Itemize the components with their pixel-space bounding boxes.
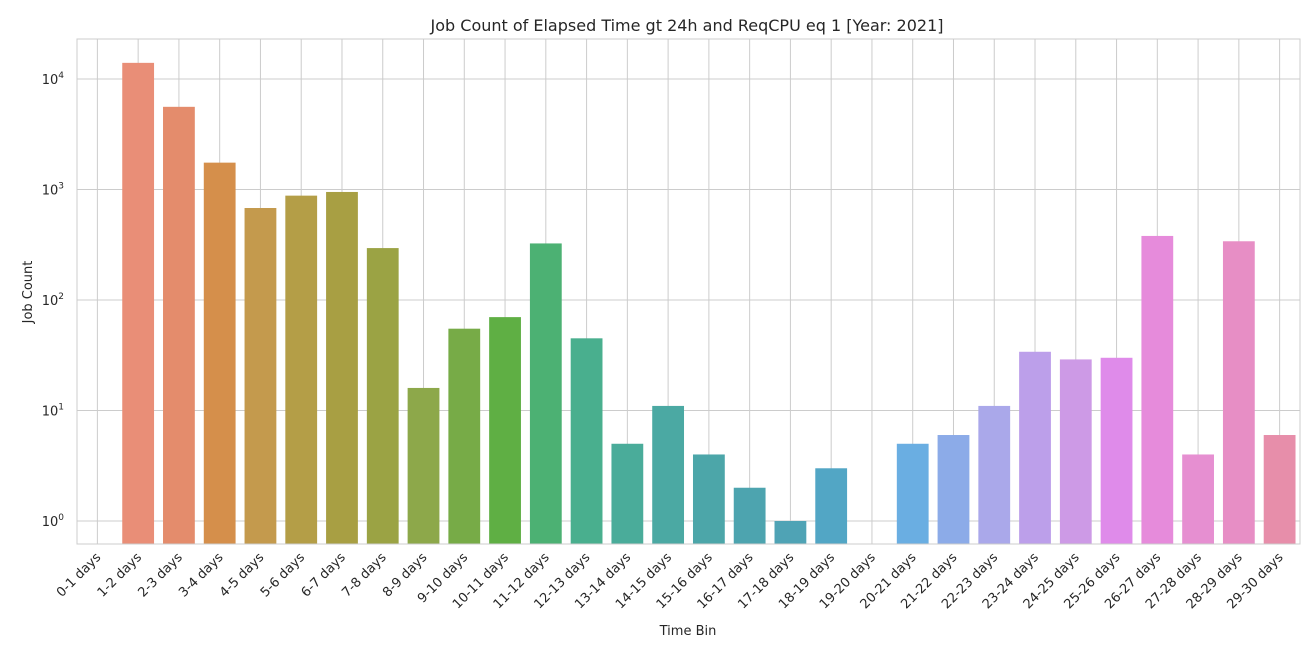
- chart-title: Job Count of Elapsed Time gt 24h and Req…: [430, 16, 944, 35]
- bar: [1100, 357, 1133, 544]
- y-tick-label: 102: [42, 292, 64, 309]
- bar: [1263, 435, 1296, 544]
- bar: [1141, 235, 1174, 545]
- bar: [896, 443, 929, 544]
- y-tick-label: 103: [42, 182, 64, 199]
- bar: [652, 405, 685, 544]
- bar: [774, 521, 807, 544]
- bar: [570, 338, 603, 544]
- bar: [733, 487, 766, 544]
- y-tick-labels: 100 101 102 103 104: [42, 71, 65, 530]
- bar: [448, 328, 481, 544]
- bar: [937, 435, 970, 544]
- bar: [815, 468, 848, 544]
- x-axis-label: Time Bin: [659, 624, 717, 639]
- y-tick-label: 101: [42, 403, 64, 420]
- bar: [1222, 241, 1255, 544]
- bar: [529, 243, 562, 544]
- bar: [366, 248, 399, 545]
- bar: [163, 106, 195, 544]
- bar: [1019, 351, 1051, 544]
- plot-frame: [76, 38, 1301, 545]
- bar: [611, 443, 644, 544]
- bar: [489, 317, 521, 544]
- bar: [1059, 359, 1092, 544]
- bar: [692, 454, 725, 544]
- y-tick-label: 100: [42, 513, 65, 530]
- bar: [203, 162, 236, 545]
- bar: [244, 208, 277, 545]
- bar: [978, 405, 1011, 544]
- bar: [326, 191, 358, 544]
- y-axis-label: Job Count: [21, 261, 36, 325]
- bar: [285, 195, 318, 545]
- y-tick-label: 104: [42, 71, 65, 88]
- bars: [122, 62, 1296, 545]
- bar: [1182, 454, 1214, 544]
- bar: [407, 387, 440, 544]
- bar: [122, 62, 155, 545]
